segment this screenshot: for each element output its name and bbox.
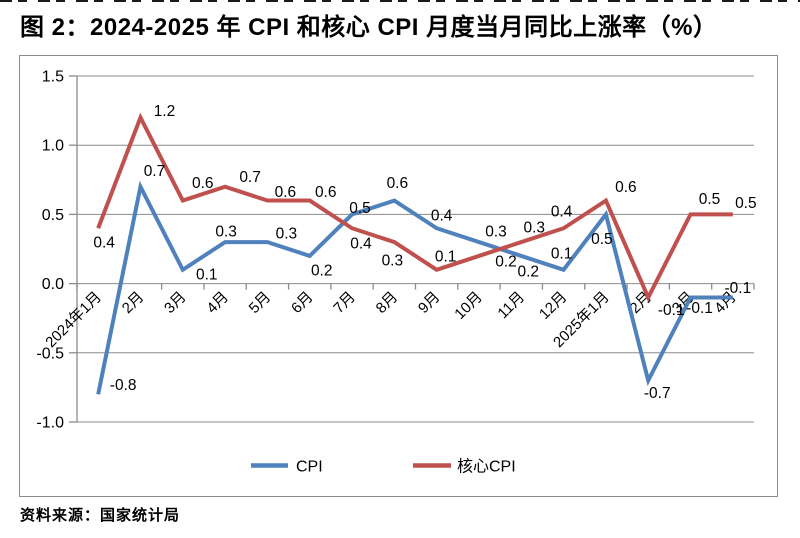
core-cpi-data-label: 0.1: [435, 248, 457, 265]
x-axis-label: 7月: [330, 288, 359, 317]
x-axis-label: 4月: [203, 288, 232, 317]
x-axis-label: 2月: [119, 288, 148, 317]
core-cpi-data-label: 0.6: [275, 184, 297, 201]
cpi-legend-label: CPI: [296, 459, 323, 476]
x-axis-label: 5月: [246, 288, 275, 317]
y-axis-label: 1.5: [42, 69, 64, 86]
core-cpi-data-label: 0.2: [495, 253, 517, 270]
x-axis-label: 8月: [373, 288, 402, 317]
cpi-data-label: -0.7: [644, 385, 671, 402]
core-cpi-data-label: 0.4: [551, 204, 573, 221]
core-cpi-line: [96, 112, 733, 303]
core-cpi-data-label: 0.6: [315, 184, 337, 201]
core-cpi-data-label: 0.6: [192, 175, 214, 192]
core-cpi-legend-label: 核心CPI: [457, 458, 516, 476]
core-cpi-data-label: 0.4: [350, 236, 372, 253]
core-cpi-data-label: 0.5: [735, 195, 757, 212]
x-axis-label: 9月: [415, 288, 444, 317]
core-cpi-data-label: 0.7: [239, 169, 261, 186]
core-cpi-data-label: 1.2: [154, 103, 176, 120]
cpi-data-label: 0.5: [591, 231, 613, 248]
cpi-data-label: 0.2: [518, 263, 540, 280]
cpi-data-label: 0.3: [485, 224, 507, 241]
cpi-data-label: -0.1: [686, 300, 713, 317]
cpi-data-label: 0.2: [311, 262, 333, 279]
y-axis-label: -0.5: [36, 345, 64, 362]
core-cpi-data-label: 0.6: [615, 179, 637, 196]
x-axis-label: 2024年1月: [42, 288, 105, 351]
core-cpi-data-label: 0.5: [699, 191, 721, 208]
y-axis-label: 0.5: [42, 207, 64, 224]
cpi-data-label: 0.6: [387, 175, 409, 192]
cpi-data-label: 0.3: [276, 226, 298, 243]
core-cpi-data-label: 0.4: [93, 235, 115, 252]
core-cpi-data-label: 0.3: [524, 220, 546, 237]
core-cpi-data-label: -0.1: [658, 302, 685, 319]
chart-frame: 1.5 1.0 0.5 0.0 -0.5 -1.0 2024年1月 2月 3月 4月 5月 6月 7月 8…: [19, 55, 778, 497]
cpi-data-label: 0.1: [551, 245, 573, 262]
x-axis-label: 3月: [161, 288, 190, 317]
x-axis-label: 10月: [451, 288, 485, 322]
x-axis-label: 12月: [536, 288, 570, 322]
y-axis-label: 1.0: [42, 138, 64, 155]
x-axis-label: 11月: [494, 288, 528, 322]
core-cpi-data-label: 0.3: [382, 253, 404, 270]
cpi-data-label: -0.8: [110, 377, 137, 394]
cropped-content-artifact: [0, 0, 800, 2]
cpi-data-label: 0.5: [349, 200, 371, 217]
cpi-line: [96, 180, 733, 395]
source-note: 资料来源：国家统计局: [20, 507, 181, 524]
cpi-data-label: -0.1: [724, 280, 751, 297]
cpi-data-label: 0.1: [196, 266, 218, 283]
cpi-data-label: 0.7: [144, 163, 166, 180]
y-axis-label: -1.0: [36, 415, 64, 432]
figure-title: 图 2：2024-2025 年 CPI 和核心 CPI 月度当月同比上涨率（%）: [20, 14, 718, 41]
x-axis-label: 6月: [288, 288, 317, 317]
y-axis-label: 0.0: [42, 276, 64, 293]
cpi-data-label: 0.4: [431, 208, 453, 225]
chart-canvas: 1.5 1.0 0.5 0.0 -0.5 -1.0 2024年1月 2月 3月 4月 5月 6月 7月 8…: [36, 69, 757, 476]
cpi-data-label: 0.3: [215, 224, 237, 241]
